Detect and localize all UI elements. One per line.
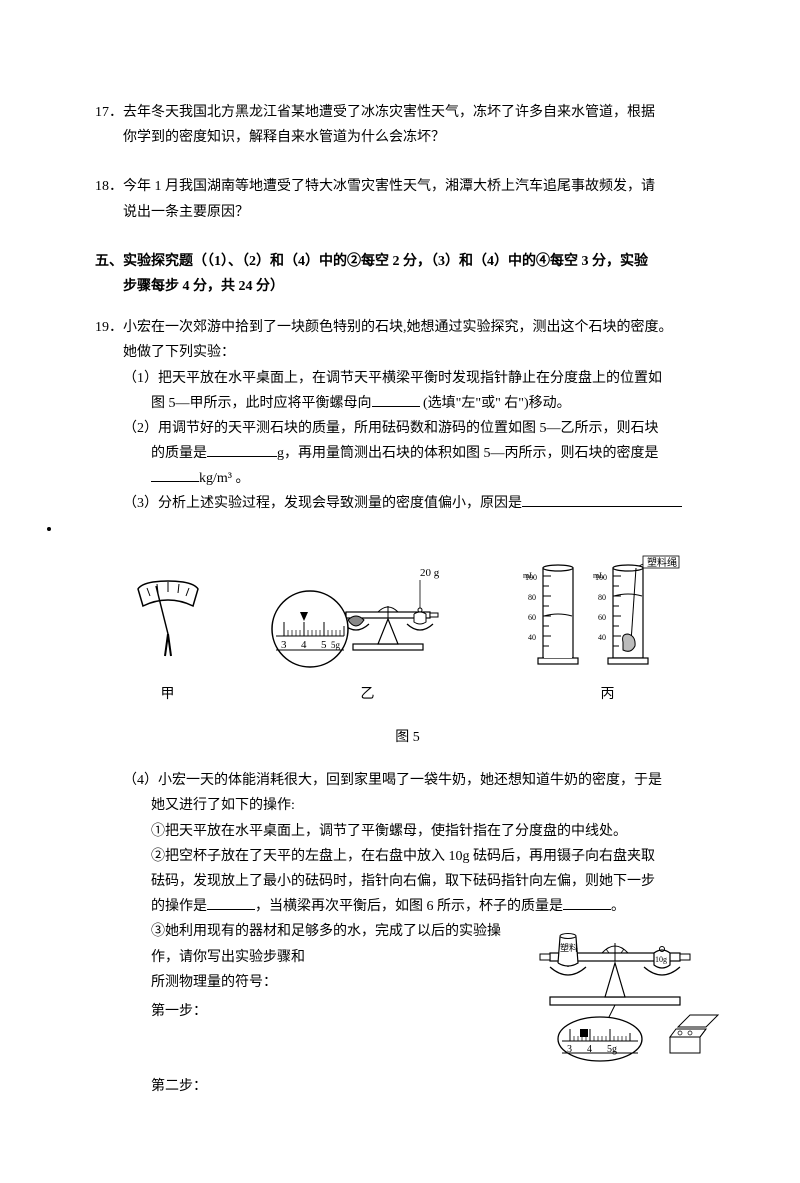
q19-intro: 小宏在一次郊游中拾到了一块颜色特别的石块,她想通过实验探究，测出这个石块的密度。 xyxy=(123,320,673,335)
svg-text:60: 60 xyxy=(528,613,536,622)
q19-part4-sub2a: ②把空杯子放在了天平的左盘上，在右盘中放入 10g 砝码后，再用镊子向右盘夹取 xyxy=(95,844,720,869)
q19-part2-line2b: g，再用量筒测出石块的体积如图 5—丙所示，则石块的密度是 xyxy=(277,446,659,461)
figure-5-row: 20 g xyxy=(95,554,720,674)
dial-icon xyxy=(123,574,213,674)
blank-4 xyxy=(522,492,682,507)
blank-6 xyxy=(563,895,611,910)
question-17: 17．去年冬天我国北方黑龙江省某地遭受了冰冻灾害性天气，冻坏了许多自来水管道，根… xyxy=(95,100,720,150)
dot-marker xyxy=(47,527,51,531)
section-5-title: 五、实验探究题（（1）、（2）和（4）中的②每空 2 分，（3）和（4）中的④每… xyxy=(95,249,720,299)
q19-number: 19． xyxy=(95,320,123,335)
blank-3 xyxy=(151,467,199,482)
figure-5-bing: 塑料绳 mL 100 80 60 4 xyxy=(523,554,693,674)
svg-text:5: 5 xyxy=(321,639,327,651)
figure-5-jia xyxy=(123,574,213,674)
balance-icon: 20 g xyxy=(268,564,468,674)
q19-part4-sub2e: 。 xyxy=(611,899,625,914)
q18-line1: 今年 1 月我国湖南等地遭受了特大冰雪灾害性天气，湘潭大桥上汽车追尾事故频发，请 xyxy=(123,179,655,194)
figure-label-jia: 甲 xyxy=(123,682,213,707)
plastic-rope-label: 塑料绳 xyxy=(647,556,677,569)
q19-part4-line2: 她又进行了如下的操作: xyxy=(95,793,720,818)
figure-5-yi: 20 g xyxy=(268,564,468,674)
figure-5-labels: 甲 乙 丙 xyxy=(95,682,720,707)
svg-text:4: 4 xyxy=(587,1044,592,1055)
q17-number: 17． xyxy=(95,105,123,120)
q18-number: 18． xyxy=(95,179,123,194)
svg-text:3: 3 xyxy=(281,639,287,651)
question-18: 18．今年 1 月我国湖南等地遭受了特大冰雪灾害性天气，湘潭大桥上汽车追尾事故频… xyxy=(95,174,720,224)
q17-line2: 你学到的密度知识，解释自来水管道为什么会冻坏？ xyxy=(123,130,445,145)
svg-text:40: 40 xyxy=(598,633,606,642)
q19-part4-sub2b: 砝码，发现放上了最小的砝码时，指针向右偏，取下砝码指针向左偏，则她下一步 xyxy=(95,869,720,894)
q19-part1-line2a: 图 5—甲所示，此时应将平衡螺母向 xyxy=(151,396,372,411)
q18-line2: 说出一条主要原因？ xyxy=(123,205,249,220)
blank-5 xyxy=(207,895,255,910)
q19-part4-line1: （4）小宏一天的体能消耗很大，回到家里喝了一袋牛奶，她还想知道牛奶的密度，于是 xyxy=(95,768,720,793)
q17-line1: 去年冬天我国北方黑龙江省某地遭受了冰冻灾害性天气，冻坏了许多自来水管道，根据 xyxy=(123,105,655,120)
q19-part4-sub2d: ，当横梁再次平衡后，如图 6 所示，杯子的质量是 xyxy=(255,899,563,914)
section-5-title-line1: 五、实验探究题（（1）、（2）和（4）中的②每空 2 分，（3）和（4）中的④每… xyxy=(95,249,720,274)
cylinder-icon: 塑料绳 mL 100 80 60 4 xyxy=(523,554,693,674)
q19-part3: （3）分析上述实验过程，发现会导致测量的密度值偏小，原因是 xyxy=(123,496,522,511)
q19-part1-line1: （1）把天平放在水平桌面上，在调节天平横梁平衡时发现指针静止在分度盘上的位置如 xyxy=(95,366,720,391)
figure-6: 塑料 10g xyxy=(520,909,720,1073)
svg-text:4: 4 xyxy=(301,639,307,651)
blank-1 xyxy=(372,392,420,407)
section-5-title-line2: 步骤每步 4 分，共 24 分） xyxy=(95,274,720,299)
svg-text:40: 40 xyxy=(528,633,536,642)
weight-20g-label: 20 g xyxy=(420,567,440,579)
svg-text:3: 3 xyxy=(567,1044,572,1055)
figure-label-bing: 丙 xyxy=(523,682,693,707)
blank-2 xyxy=(207,442,277,457)
q19-part2-line1: （2）用调节好的天平测石块的质量，所用砝码数和游码的位置如图 5—乙所示，则石块 xyxy=(95,416,720,441)
svg-text:5g: 5g xyxy=(607,1044,617,1055)
svg-text:100: 100 xyxy=(595,573,607,582)
svg-text:80: 80 xyxy=(598,593,606,602)
q19-part1-line2b: (选填"左"或" 右")移动。 xyxy=(423,396,571,411)
svg-text:80: 80 xyxy=(528,593,536,602)
q19-part4-sub2c: 的操作是 xyxy=(151,899,207,914)
figure-5-caption: 图 5 xyxy=(95,725,720,750)
plastic-label: 塑料 xyxy=(560,942,578,953)
figure-label-yi: 乙 xyxy=(268,682,468,707)
q19-step2: 第二步： xyxy=(95,1074,720,1099)
weight-10g-label: 10g xyxy=(655,955,667,964)
svg-text:5g: 5g xyxy=(331,640,341,650)
q19-intro2: 她做了下列实验： xyxy=(95,340,720,365)
q19-part4-sub1: ①把天平放在水平桌面上，调节了平衡螺母，使指针指在了分度盘的中线处。 xyxy=(95,819,720,844)
svg-text:100: 100 xyxy=(525,573,537,582)
q19-part2-line3: kg/m³ 。 xyxy=(199,471,249,486)
svg-text:60: 60 xyxy=(598,613,606,622)
question-19: 19．小宏在一次郊游中拾到了一块颜色特别的石块,她想通过实验探究，测出这个石块的… xyxy=(95,315,720,1099)
q19-part2-line2a: 的质量是 xyxy=(151,446,207,461)
balance-figure6-icon: 塑料 10g xyxy=(520,909,720,1064)
